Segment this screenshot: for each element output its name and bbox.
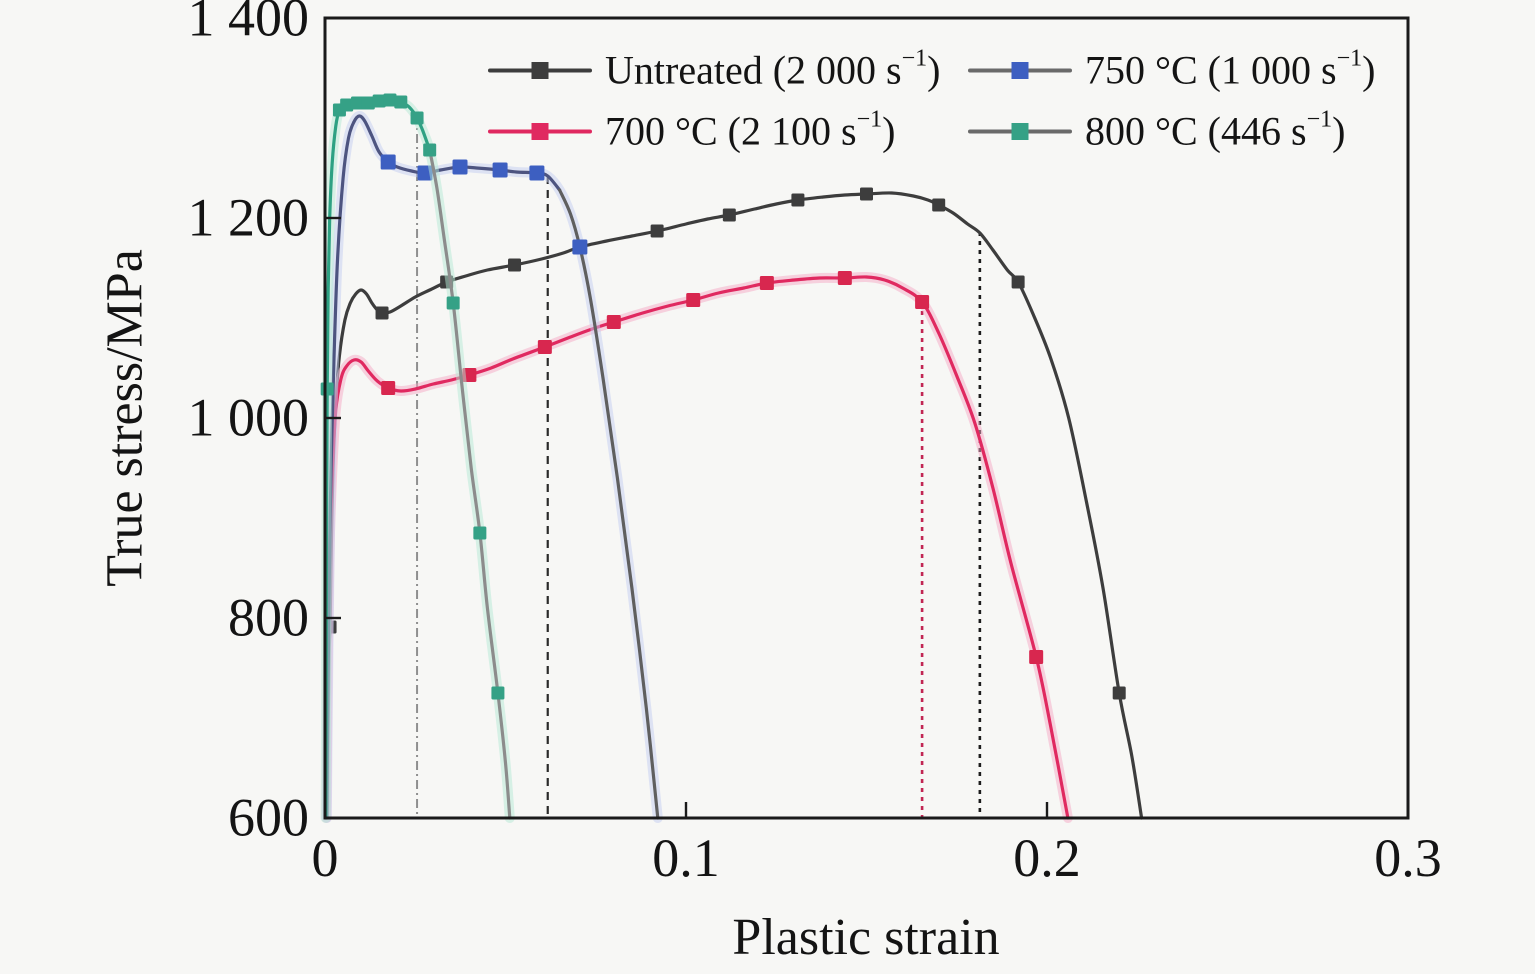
legend-marker-swatch — [1011, 61, 1029, 79]
series-marker — [686, 293, 701, 307]
series-marker — [452, 159, 468, 175]
series-marker — [473, 526, 487, 540]
series-marker — [446, 296, 460, 310]
x-tick-label: 0.1 — [652, 828, 720, 888]
y-tick-label: 800 — [228, 587, 309, 648]
legend-line-swatch — [488, 61, 592, 79]
x-axis-title: Plastic strain — [732, 909, 1000, 966]
series-marker — [529, 165, 545, 181]
series-marker — [932, 198, 946, 212]
legend-item-untreated: Untreated (2 000 s−1) — [488, 45, 941, 94]
series-marker — [492, 162, 508, 178]
series-marker — [606, 315, 621, 329]
series-marker — [410, 111, 424, 125]
series-marker — [350, 96, 364, 110]
series-marker — [1029, 650, 1044, 664]
legend-label: 750 °C (1 000 s−1) — [1085, 45, 1376, 93]
series-marker — [837, 271, 852, 285]
series-glow — [321, 111, 663, 823]
series-marker — [537, 340, 552, 354]
y-tick-label: 1 000 — [187, 387, 310, 448]
series-marker — [915, 295, 930, 309]
series-marker — [860, 187, 873, 201]
series-marker — [372, 94, 386, 108]
series-line — [558, 188, 660, 820]
legend-marker-swatch — [531, 61, 549, 79]
series-marker — [1112, 686, 1126, 700]
series-marker — [650, 224, 664, 238]
y-tick-label: 1 200 — [187, 187, 310, 248]
legend-marker-swatch — [1011, 122, 1029, 140]
series-marker — [394, 95, 408, 109]
series-marker — [381, 381, 396, 395]
legend-label: 700 °C (2 100 s−1) — [605, 106, 896, 154]
series-marker — [1011, 275, 1025, 289]
series-line — [428, 148, 512, 820]
x-tick-label: 0.2 — [1013, 828, 1081, 888]
series-marker — [572, 239, 588, 255]
y-tick-label: 600 — [228, 787, 309, 848]
series-marker — [320, 382, 334, 396]
x-tick-label: 0.3 — [1374, 828, 1442, 888]
series-marker — [722, 208, 736, 222]
series-marker — [375, 306, 389, 320]
y-tick-label: 1 400 — [187, 0, 310, 48]
series-line — [325, 191, 1144, 820]
legend-line-swatch — [968, 61, 1072, 79]
series-marker — [423, 143, 437, 157]
series-marker — [759, 276, 774, 290]
series-line — [324, 275, 1070, 820]
legend-line-swatch — [488, 122, 592, 140]
legend-marker-swatch — [531, 122, 549, 140]
legend-item-750c: 750 °C (1 000 s−1) — [968, 45, 1376, 94]
x-tick-label: 0 — [311, 828, 339, 888]
legend-label: 800 °C (446 s−1) — [1085, 106, 1346, 154]
series-marker — [383, 93, 397, 107]
series-marker — [791, 193, 805, 207]
legend-item-700c: 700 °C (2 100 s−1) — [488, 106, 896, 155]
series-marker — [361, 96, 375, 110]
legend-label: Untreated (2 000 s−1) — [605, 45, 941, 93]
legend-item-800c: 800 °C (446 s−1) — [968, 106, 1346, 155]
series-marker — [508, 258, 522, 272]
series-marker — [380, 154, 396, 170]
series-marker — [340, 98, 354, 112]
legend-line-swatch — [968, 122, 1072, 140]
series-glow — [321, 271, 1073, 823]
series-marker — [491, 686, 505, 700]
